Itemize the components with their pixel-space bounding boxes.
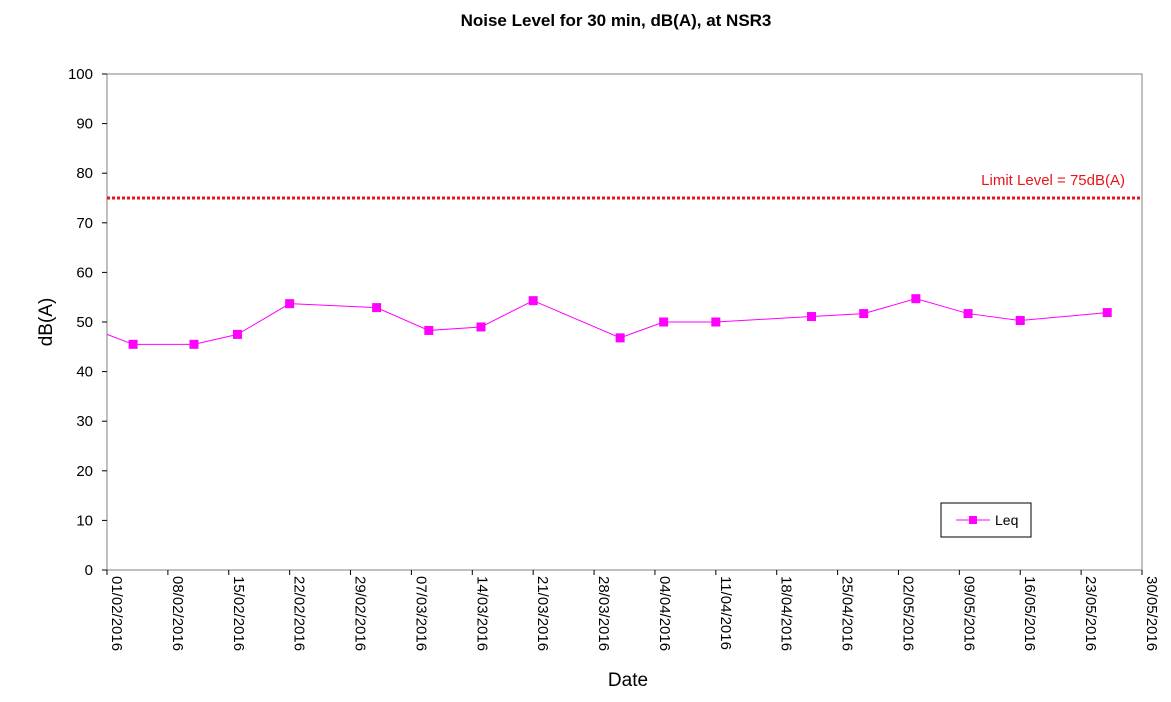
y-tick-label: 80: [76, 165, 93, 182]
data-point: [285, 299, 295, 309]
data-point: [476, 322, 486, 332]
x-tick-label: 11/04/2016: [717, 576, 734, 650]
limit-label: Limit Level = 75dB(A): [981, 172, 1125, 189]
x-tick-label: 01/02/2016: [108, 576, 125, 651]
x-tick-label: 02/05/2016: [899, 576, 916, 651]
x-tick-label: 09/05/2016: [960, 576, 977, 651]
data-point: [189, 339, 199, 349]
data-point: [1015, 316, 1025, 326]
y-axis: 0 10 20 30 40 50 60 70 80 90 100: [68, 66, 107, 579]
legend-label-leq: Leq: [995, 512, 1018, 528]
legend: Leq: [940, 502, 1032, 538]
x-axis-label: Date: [608, 670, 648, 691]
data-point: [615, 333, 625, 343]
legend-marker: [969, 516, 977, 524]
x-tick-label: 25/04/2016: [839, 576, 856, 651]
data-point: [659, 317, 669, 327]
data-point: [859, 309, 869, 319]
data-point: [911, 294, 921, 304]
data-point: [424, 325, 434, 335]
y-tick-label: 90: [76, 116, 93, 133]
data-point: [128, 339, 138, 349]
y-tick-label: 100: [68, 66, 93, 83]
x-tick-label: 04/04/2016: [656, 576, 673, 651]
data-point: [372, 303, 382, 313]
y-tick-label: 30: [76, 413, 93, 430]
x-tick-label: 18/04/2016: [778, 576, 795, 651]
y-tick-label: 10: [76, 512, 93, 529]
y-tick-label: 40: [76, 364, 93, 381]
x-tick-label: 16/05/2016: [1021, 576, 1038, 651]
x-axis: 01/02/2016 08/02/2016 15/02/2016 22/02/2016…: [106, 570, 1160, 651]
data-point: [711, 317, 721, 327]
x-tick-label: 21/03/2016: [534, 576, 551, 651]
y-axis-label: dB(A): [36, 298, 57, 347]
x-tick-label: 08/02/2016: [169, 576, 186, 651]
y-tick-label: 20: [76, 463, 93, 480]
x-tick-label: 28/03/2016: [595, 576, 612, 651]
x-tick-label: 23/05/2016: [1082, 576, 1099, 651]
x-tick-label: 29/02/2016: [352, 576, 369, 651]
data-point: [528, 296, 538, 306]
data-point: [1102, 308, 1112, 318]
data-point: [806, 312, 816, 322]
y-tick-label: 0: [85, 562, 93, 579]
x-tick-label: 30/05/2016: [1143, 576, 1160, 651]
x-tick-label: 15/02/2016: [230, 576, 247, 651]
x-tick-label: 14/03/2016: [473, 576, 490, 651]
plot-area: [106, 73, 1143, 571]
chart-title: Noise Level for 30 min, dB(A), at NSR3: [461, 11, 772, 30]
y-tick-label: 50: [76, 314, 93, 331]
reference-lines: Limit Level = 75dB(A): [107, 172, 1142, 200]
x-tick-label: 07/03/2016: [412, 576, 429, 651]
data-point: [963, 309, 973, 319]
data-point: [232, 329, 242, 339]
y-tick-label: 60: [76, 264, 93, 281]
y-tick-label: 70: [76, 215, 93, 232]
x-tick-label: 22/02/2016: [291, 576, 308, 651]
series-group: [106, 294, 1112, 349]
